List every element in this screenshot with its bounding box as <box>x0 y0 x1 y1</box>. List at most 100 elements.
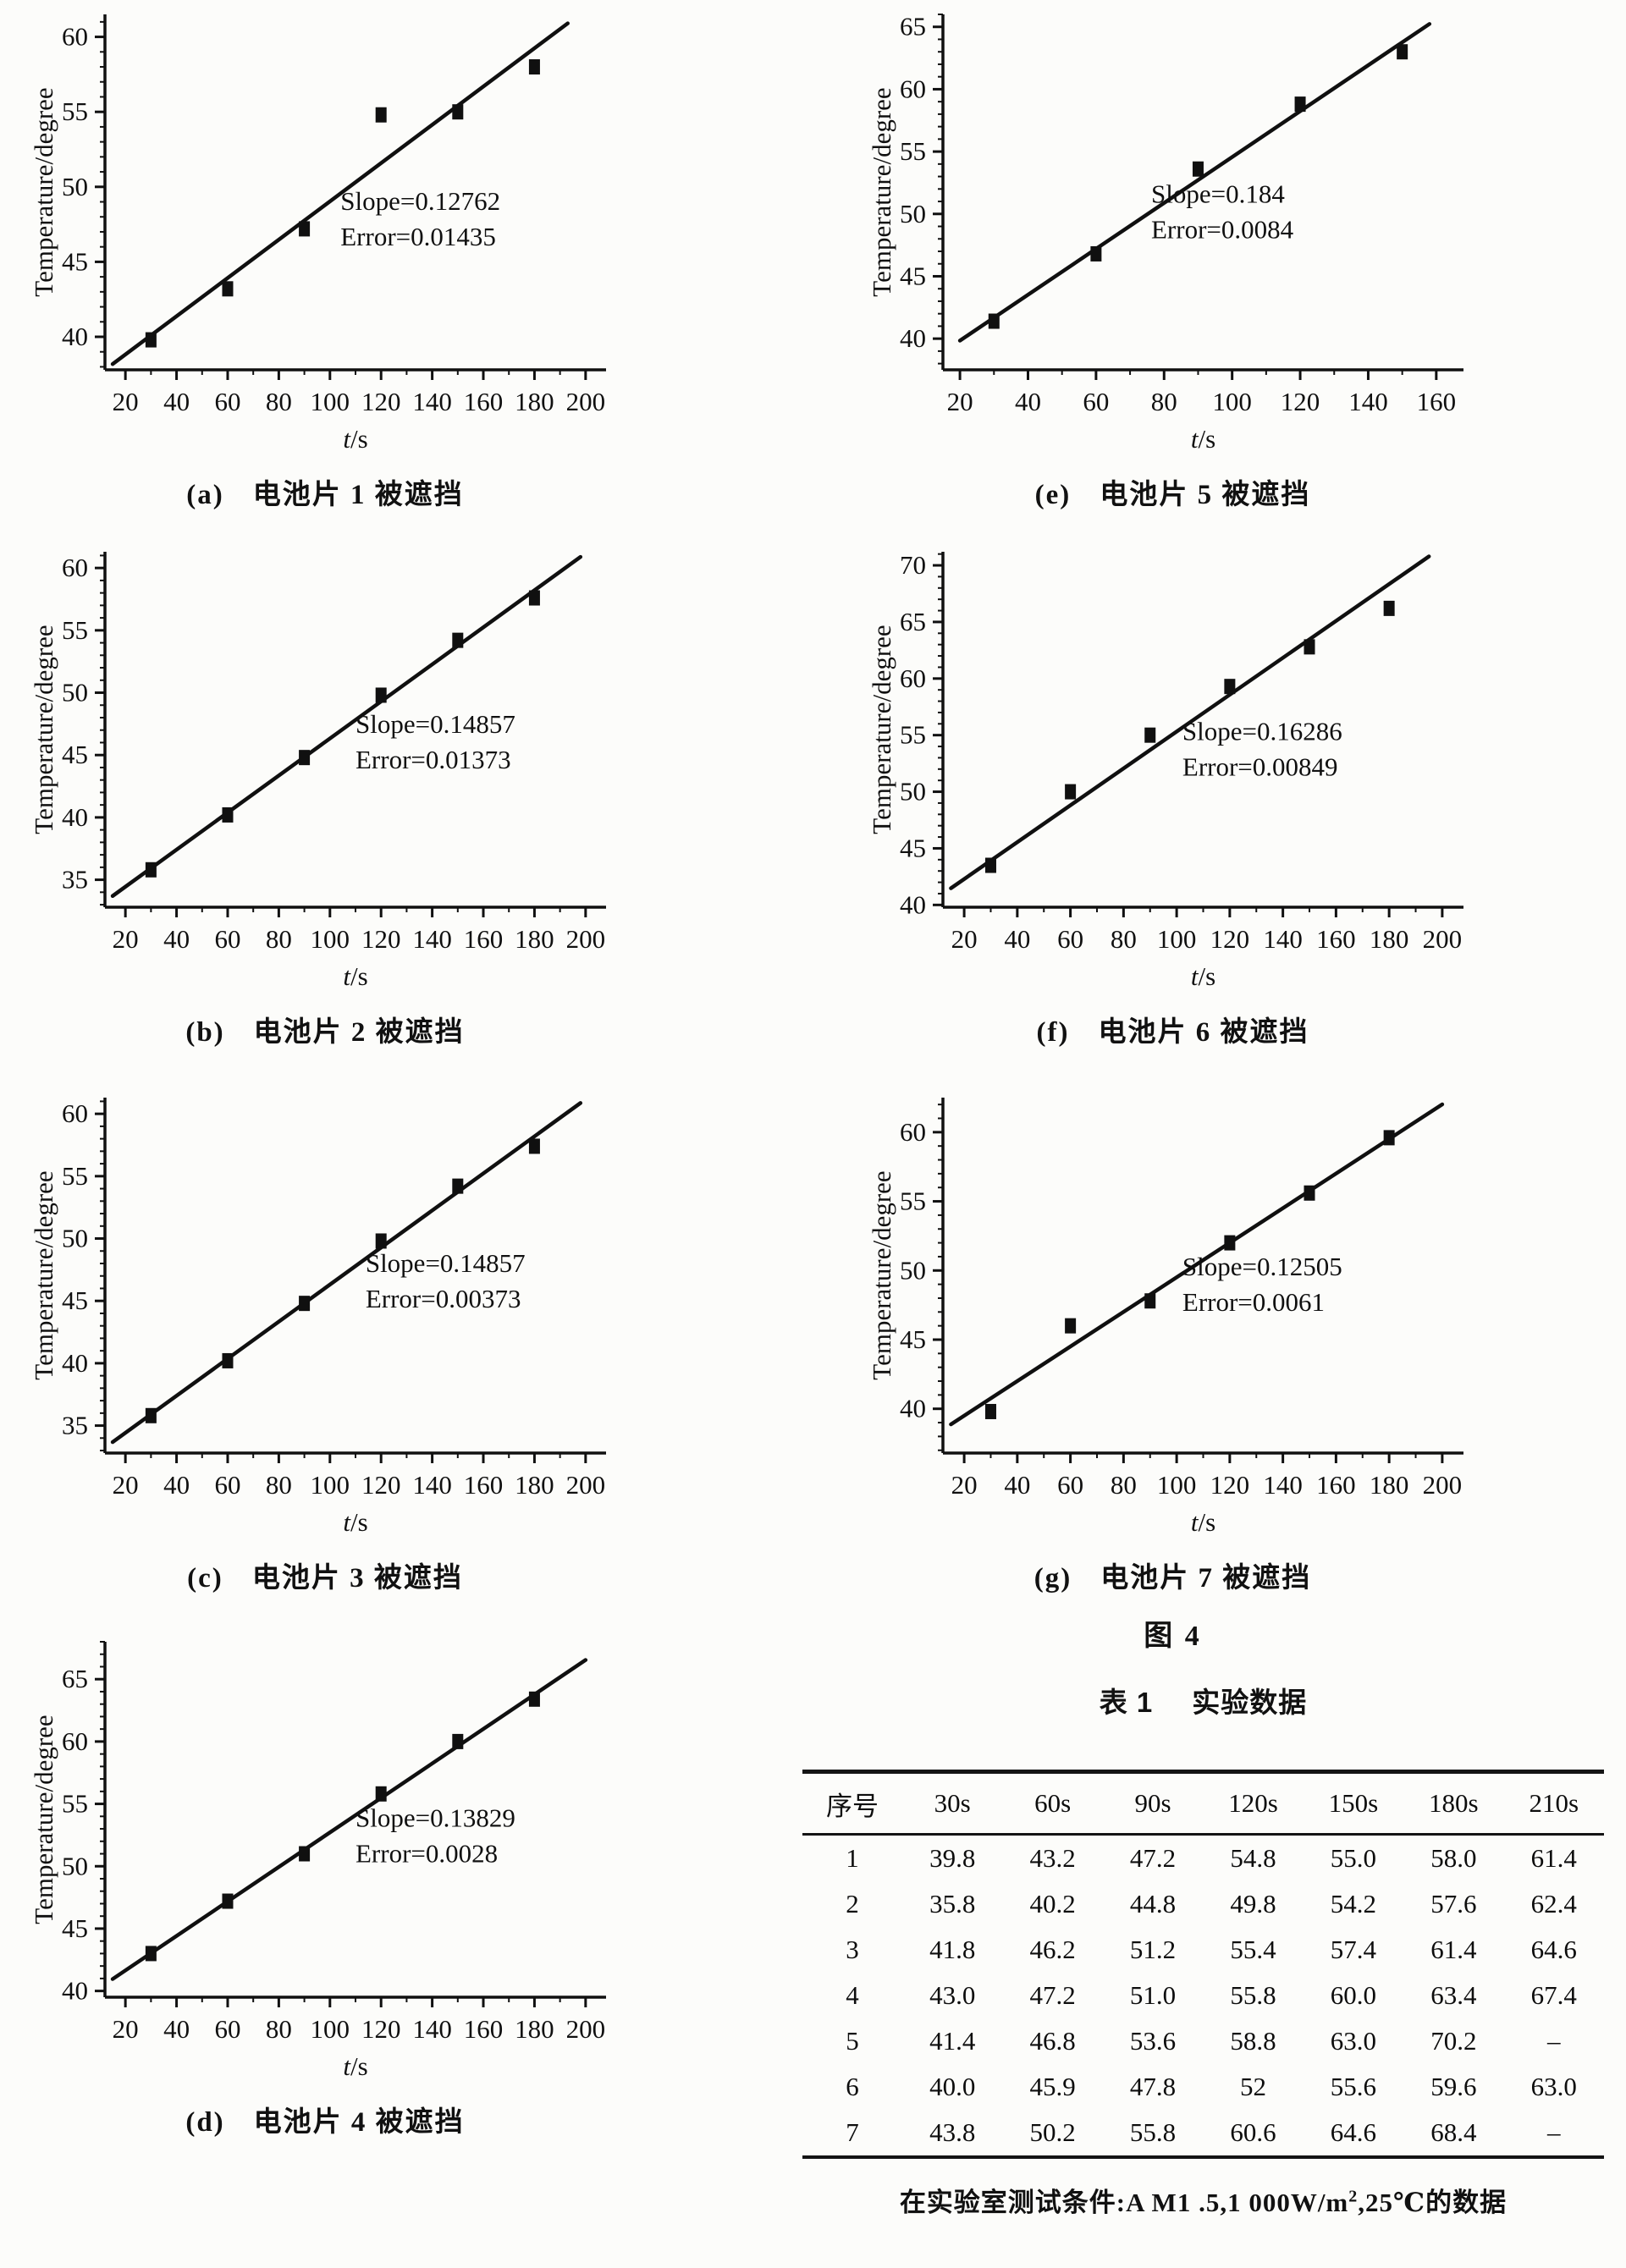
value-cell: 60.0 <box>1330 1980 1377 2010</box>
table-row: 3 41.8 46.2 51.2 55.4 57.4 61.4 64.6 <box>802 1927 1604 1973</box>
data-point <box>452 1178 464 1194</box>
x-tick-label: 200 <box>566 2014 606 2044</box>
x-tick-label: 180 <box>1370 924 1409 954</box>
caption-index: (e) <box>1034 480 1072 510</box>
experiment-table-section: 表 1 实验数据 序号 30s 60s 90s 120s 150s 180s 210s 1 39.… <box>802 1680 1604 2219</box>
x-axis-label: t/s <box>343 424 367 453</box>
x-tick-label: 40 <box>163 2014 190 2044</box>
data-point <box>222 281 234 297</box>
y-tick-label: 40 <box>900 889 926 919</box>
x-axis-label: t/s <box>1191 961 1215 990</box>
value-cell: 70.2 <box>1430 2026 1477 2056</box>
slope-annotation: Slope=0.184 <box>1151 179 1285 209</box>
x-tick-label: 120 <box>361 387 401 416</box>
row-index-cell: 4 <box>846 1980 859 2010</box>
x-tick-label: 200 <box>566 387 606 416</box>
value-cell: 55.6 <box>1330 2072 1377 2101</box>
x-tick-label: 200 <box>566 924 606 954</box>
data-point <box>299 221 311 237</box>
y-tick-label: 60 <box>62 22 88 52</box>
table-col-header: 180s <box>1429 1788 1479 1818</box>
x-axis-label: t/s <box>343 2051 367 2080</box>
footnote-sup: 2 <box>1348 2187 1359 2206</box>
y-tick-label: 65 <box>62 1664 88 1693</box>
x-tick-label: 140 <box>1348 387 1388 416</box>
table-body: 1 39.8 43.2 47.2 54.8 55.0 58.0 61.4 2 35.8 40.2 44… <box>802 1835 1604 2158</box>
y-tick-label: 40 <box>900 1394 926 1423</box>
value-cell: 63.4 <box>1430 1980 1477 2010</box>
table-row: 4 43.0 47.2 51.0 55.8 60.0 63.4 67.4 <box>802 1973 1604 2018</box>
value-cell: – <box>1547 2026 1561 2056</box>
value-cell: 55.4 <box>1230 1935 1276 1964</box>
chart-e: 40 45 50 55 60 65 20 40 60 80 100 120 140 160 Slope=0.… <box>862 4 1484 510</box>
value-cell: 40.2 <box>1029 1889 1076 1918</box>
data-point <box>299 1296 311 1312</box>
fit-line <box>110 1101 583 1445</box>
x-tick-label: 200 <box>566 1470 606 1500</box>
x-tick-label: 120 <box>361 1470 401 1500</box>
x-tick-label: 40 <box>163 1470 190 1500</box>
data-point <box>1224 1235 1236 1251</box>
chart-e-plot: 40 45 50 55 60 65 20 40 60 80 100 120 140 160 Slope=0.… <box>867 12 1463 453</box>
y-tick-label: 55 <box>900 1186 926 1216</box>
data-point <box>375 1233 387 1249</box>
table-footnote: 在实验室测试条件:A M1 .5,1 000W/m2,25℃的数据 <box>802 2181 1604 2219</box>
caption-text: 电池片 2 被遮挡 <box>253 1017 465 1048</box>
x-tick-label: 140 <box>412 924 452 954</box>
data-table: 序号 30s 60s 90s 120s 150s 180s 210s 1 39.8 43.2 47.… <box>802 1770 1604 2159</box>
y-tick-label: 65 <box>900 12 926 41</box>
y-axis-label: Temperature/degree <box>29 1715 58 1924</box>
x-tick-label: 100 <box>311 387 350 416</box>
x-tick-label: 100 <box>1212 387 1252 416</box>
y-tick-label: 50 <box>62 1851 88 1880</box>
y-tick-label: 45 <box>62 1913 88 1943</box>
y-axis-label: Temperature/degree <box>29 87 58 296</box>
data-point <box>145 1946 157 1962</box>
data-point <box>375 687 387 703</box>
slope-annotation: Slope=0.14857 <box>356 709 515 739</box>
value-cell: 61.4 <box>1430 1935 1477 1964</box>
y-tick-label: 70 <box>900 550 926 580</box>
x-tick-label: 20 <box>113 1470 139 1500</box>
data-point <box>222 1352 234 1368</box>
data-point <box>1383 1130 1395 1146</box>
row-index-cell: 6 <box>846 2072 859 2101</box>
value-cell: – <box>1547 2117 1561 2147</box>
error-annotation: Error=0.00373 <box>366 1284 521 1313</box>
value-cell: 63.0 <box>1330 2026 1377 2056</box>
x-tick-label: 60 <box>1057 1470 1083 1500</box>
y-tick-label: 60 <box>62 1098 88 1128</box>
y-tick-label: 45 <box>62 740 88 769</box>
chart-a-plot: 40 45 50 55 60 20 40 60 80 100 120 140 160 180 200 Slop… <box>29 14 606 453</box>
x-tick-label: 200 <box>1423 924 1463 954</box>
y-tick-label: 65 <box>900 607 926 636</box>
data-point <box>145 332 157 348</box>
data-point <box>1090 245 1102 261</box>
value-cell: 55.8 <box>1230 1980 1276 2010</box>
x-tick-label: 80 <box>266 924 292 954</box>
value-cell: 50.2 <box>1029 2117 1076 2147</box>
y-tick-label: 40 <box>62 1348 88 1378</box>
x-axis-label: t/s <box>343 961 367 990</box>
x-tick-label: 120 <box>1210 924 1250 954</box>
y-tick-label: 40 <box>62 802 88 832</box>
x-tick-label: 80 <box>1151 387 1177 416</box>
fit-line <box>110 554 583 899</box>
y-tick-label: 55 <box>900 136 926 166</box>
data-point <box>1383 600 1395 616</box>
value-cell: 53.6 <box>1129 2026 1177 2056</box>
x-tick-label: 40 <box>1004 924 1030 954</box>
value-cell: 57.6 <box>1430 1889 1477 1918</box>
value-cell: 57.4 <box>1330 1935 1377 1964</box>
footnote-suffix: ,25℃的数据 <box>1358 2188 1507 2217</box>
y-tick-label: 45 <box>900 833 926 862</box>
fit-line <box>110 1658 588 1981</box>
x-tick-label: 20 <box>113 924 139 954</box>
data-point <box>145 1407 157 1423</box>
value-cell: 40.0 <box>929 2072 976 2101</box>
x-tick-label: 60 <box>214 924 240 954</box>
value-cell: 67.4 <box>1530 1980 1577 2010</box>
caption-text: 电池片 7 被遮挡 <box>1100 1563 1312 1594</box>
value-cell: 39.8 <box>929 1843 976 1873</box>
